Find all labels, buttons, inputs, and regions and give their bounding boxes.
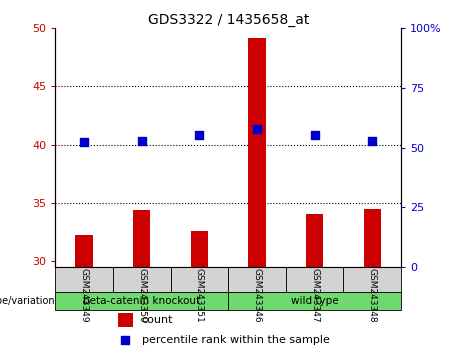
Text: wild type: wild type bbox=[291, 296, 338, 306]
Text: GSM243346: GSM243346 bbox=[253, 268, 261, 322]
Bar bbox=[343, 267, 401, 292]
Bar bbox=[76, 235, 93, 267]
Bar bbox=[248, 38, 266, 267]
Text: GSM243347: GSM243347 bbox=[310, 268, 319, 322]
Title: GDS3322 / 1435658_at: GDS3322 / 1435658_at bbox=[148, 13, 309, 27]
Bar bbox=[228, 267, 286, 292]
Text: count: count bbox=[142, 315, 173, 325]
Point bbox=[311, 132, 318, 138]
Bar bbox=[55, 292, 228, 310]
Point bbox=[369, 138, 376, 143]
Point bbox=[122, 337, 129, 343]
Bar bbox=[364, 209, 381, 267]
Text: GSM243349: GSM243349 bbox=[80, 268, 89, 322]
Bar bbox=[306, 215, 323, 267]
Bar bbox=[171, 267, 228, 292]
Bar bbox=[191, 231, 208, 267]
Bar bbox=[118, 313, 133, 327]
Text: GSM243348: GSM243348 bbox=[368, 268, 377, 322]
Text: GSM243351: GSM243351 bbox=[195, 268, 204, 322]
Point bbox=[195, 132, 203, 138]
Bar bbox=[286, 267, 343, 292]
Point bbox=[254, 127, 261, 132]
Bar bbox=[228, 292, 401, 310]
Point bbox=[80, 139, 88, 145]
Bar bbox=[133, 210, 150, 267]
Text: beta-catenin knockout: beta-catenin knockout bbox=[83, 296, 201, 306]
Text: genotype/variation: genotype/variation bbox=[0, 296, 55, 306]
Text: GSM243350: GSM243350 bbox=[137, 268, 146, 322]
Bar bbox=[113, 267, 171, 292]
Bar bbox=[55, 267, 113, 292]
Point bbox=[138, 138, 146, 143]
Text: percentile rank within the sample: percentile rank within the sample bbox=[142, 335, 330, 345]
